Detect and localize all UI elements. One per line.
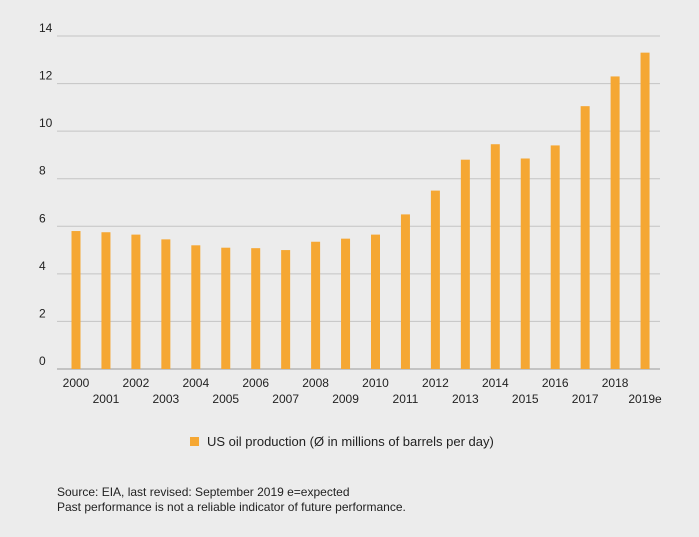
x-tick-label: 2014 [482, 376, 509, 390]
bar-2002 [131, 234, 141, 369]
x-tick-label: 2006 [242, 376, 269, 390]
y-tick-label: 8 [39, 164, 46, 178]
legend: US oil production (Ø in millions of barr… [190, 434, 494, 449]
disclaimer-note: Past performance is not a reliable indic… [57, 500, 406, 514]
x-tick-label: 2013 [452, 392, 479, 406]
x-tick-label: 2007 [272, 392, 299, 406]
bar-2018 [610, 76, 620, 369]
y-tick-label: 4 [39, 259, 46, 273]
y-tick-label: 10 [39, 116, 53, 130]
y-tick-label: 2 [39, 306, 46, 320]
y-tick-label: 0 [39, 354, 46, 368]
x-tick-label: 2012 [422, 376, 449, 390]
y-tick-label: 12 [39, 69, 53, 83]
bar-2008 [311, 241, 321, 369]
gridlines [57, 35, 660, 370]
bar-2000 [71, 231, 81, 369]
x-tick-label: 2009 [332, 392, 359, 406]
bar-2013 [460, 159, 470, 369]
bar-chart: 0 2 4 6 8 10 12 14 2000200120022003200420052006… [39, 21, 662, 406]
legend-swatch [190, 437, 199, 446]
x-tick-label: 2004 [182, 376, 209, 390]
x-tick-label: 2018 [602, 376, 629, 390]
x-tick-label: 2010 [362, 376, 389, 390]
x-tick-label: 2005 [212, 392, 239, 406]
bar-2001 [101, 232, 111, 369]
bar-2015 [520, 158, 530, 369]
x-tick-label: 2015 [512, 392, 539, 406]
bar-2005 [221, 247, 231, 369]
footnote: Source: EIA, last revised: September 201… [57, 485, 406, 515]
bar-2009 [341, 238, 351, 369]
x-tick-label: 2001 [93, 392, 120, 406]
x-tick-label: 2003 [152, 392, 179, 406]
x-tick-label: 2011 [393, 392, 419, 406]
x-tick-label: 2019e [628, 392, 662, 406]
x-tick-label: 2000 [63, 376, 90, 390]
bar-2012 [430, 190, 440, 369]
bar-2016 [550, 145, 560, 369]
bar-2014 [490, 144, 500, 369]
bars [71, 52, 650, 370]
x-tick-label: 2017 [572, 392, 599, 406]
bar-2007 [281, 250, 291, 369]
bar-2019e [640, 52, 650, 370]
x-tick-label: 2008 [302, 376, 329, 390]
bar-2017 [580, 106, 590, 370]
x-tick-label: 2016 [542, 376, 569, 390]
y-tick-label: 6 [39, 211, 46, 225]
y-axis-ticks: 0 2 4 6 8 10 12 14 [39, 21, 53, 368]
legend-label: US oil production (Ø in millions of barr… [207, 434, 494, 449]
y-tick-label: 14 [39, 21, 53, 35]
x-axis-labels: 2000200120022003200420052006200720082009… [63, 376, 662, 406]
x-tick-label: 2002 [123, 376, 150, 390]
source-note: Source: EIA, last revised: September 201… [57, 485, 350, 499]
bar-2006 [251, 248, 261, 369]
bar-2004 [191, 245, 201, 369]
bar-2011 [400, 214, 410, 369]
bar-2003 [161, 239, 171, 369]
bar-2010 [371, 234, 380, 369]
